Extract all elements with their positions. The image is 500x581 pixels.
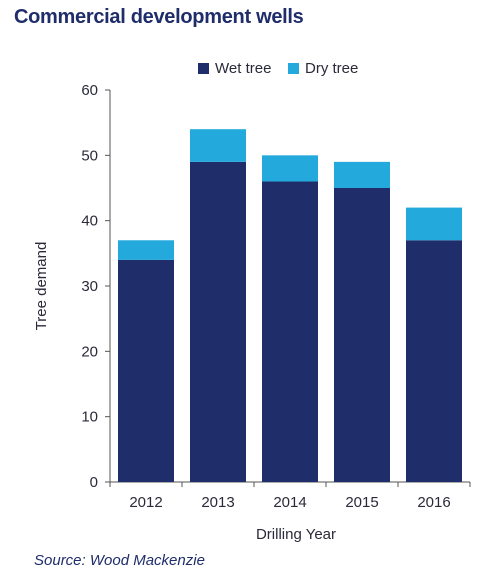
bar-wet-tree-2013	[190, 161, 246, 482]
y-tick-label: 60	[81, 82, 98, 99]
x-tick-label: 2016	[417, 494, 450, 511]
bar-dry-tree-2012	[118, 240, 174, 260]
bar-wet-tree-2012	[118, 259, 174, 482]
y-tick-label: 40	[81, 213, 98, 230]
legend: Wet tree Dry tree	[198, 60, 358, 77]
legend-label-dry-tree: Dry tree	[305, 60, 358, 77]
bar-wet-tree-2016	[406, 240, 462, 482]
x-axis-title: Drilling Year	[256, 526, 336, 543]
legend-swatch-wet-tree	[198, 63, 209, 74]
y-tick-label: 30	[81, 278, 98, 295]
bar-dry-tree-2014	[262, 155, 318, 182]
chart-title: Commercial development wells	[14, 6, 304, 28]
bar-wet-tree-2014	[262, 181, 318, 482]
legend-label-wet-tree: Wet tree	[215, 60, 271, 77]
x-tick-label: 2014	[273, 494, 306, 511]
y-tick-label: 50	[81, 147, 98, 164]
x-tick-label: 2013	[201, 494, 234, 511]
y-axis-ticks: 0 10 20 30 40 50 60	[81, 82, 110, 491]
y-tick-label: 0	[90, 474, 98, 491]
bar-dry-tree-2015	[334, 161, 390, 188]
bar-dry-tree-2016	[406, 207, 462, 241]
x-tick-label: 2012	[129, 494, 162, 511]
y-axis-title: Tree demand	[33, 242, 50, 331]
legend-swatch-dry-tree	[288, 63, 299, 74]
x-axis-ticks: 2012 2013 2014 2015 2016	[109, 482, 471, 511]
bar-dry-tree-2013	[190, 129, 246, 162]
y-tick-label: 20	[81, 343, 98, 360]
x-tick-label: 2015	[345, 494, 378, 511]
bar-wet-tree-2015	[334, 188, 390, 482]
y-tick-label: 10	[81, 409, 98, 426]
bars	[118, 129, 462, 482]
source-note: Source: Wood Mackenzie	[34, 552, 205, 569]
